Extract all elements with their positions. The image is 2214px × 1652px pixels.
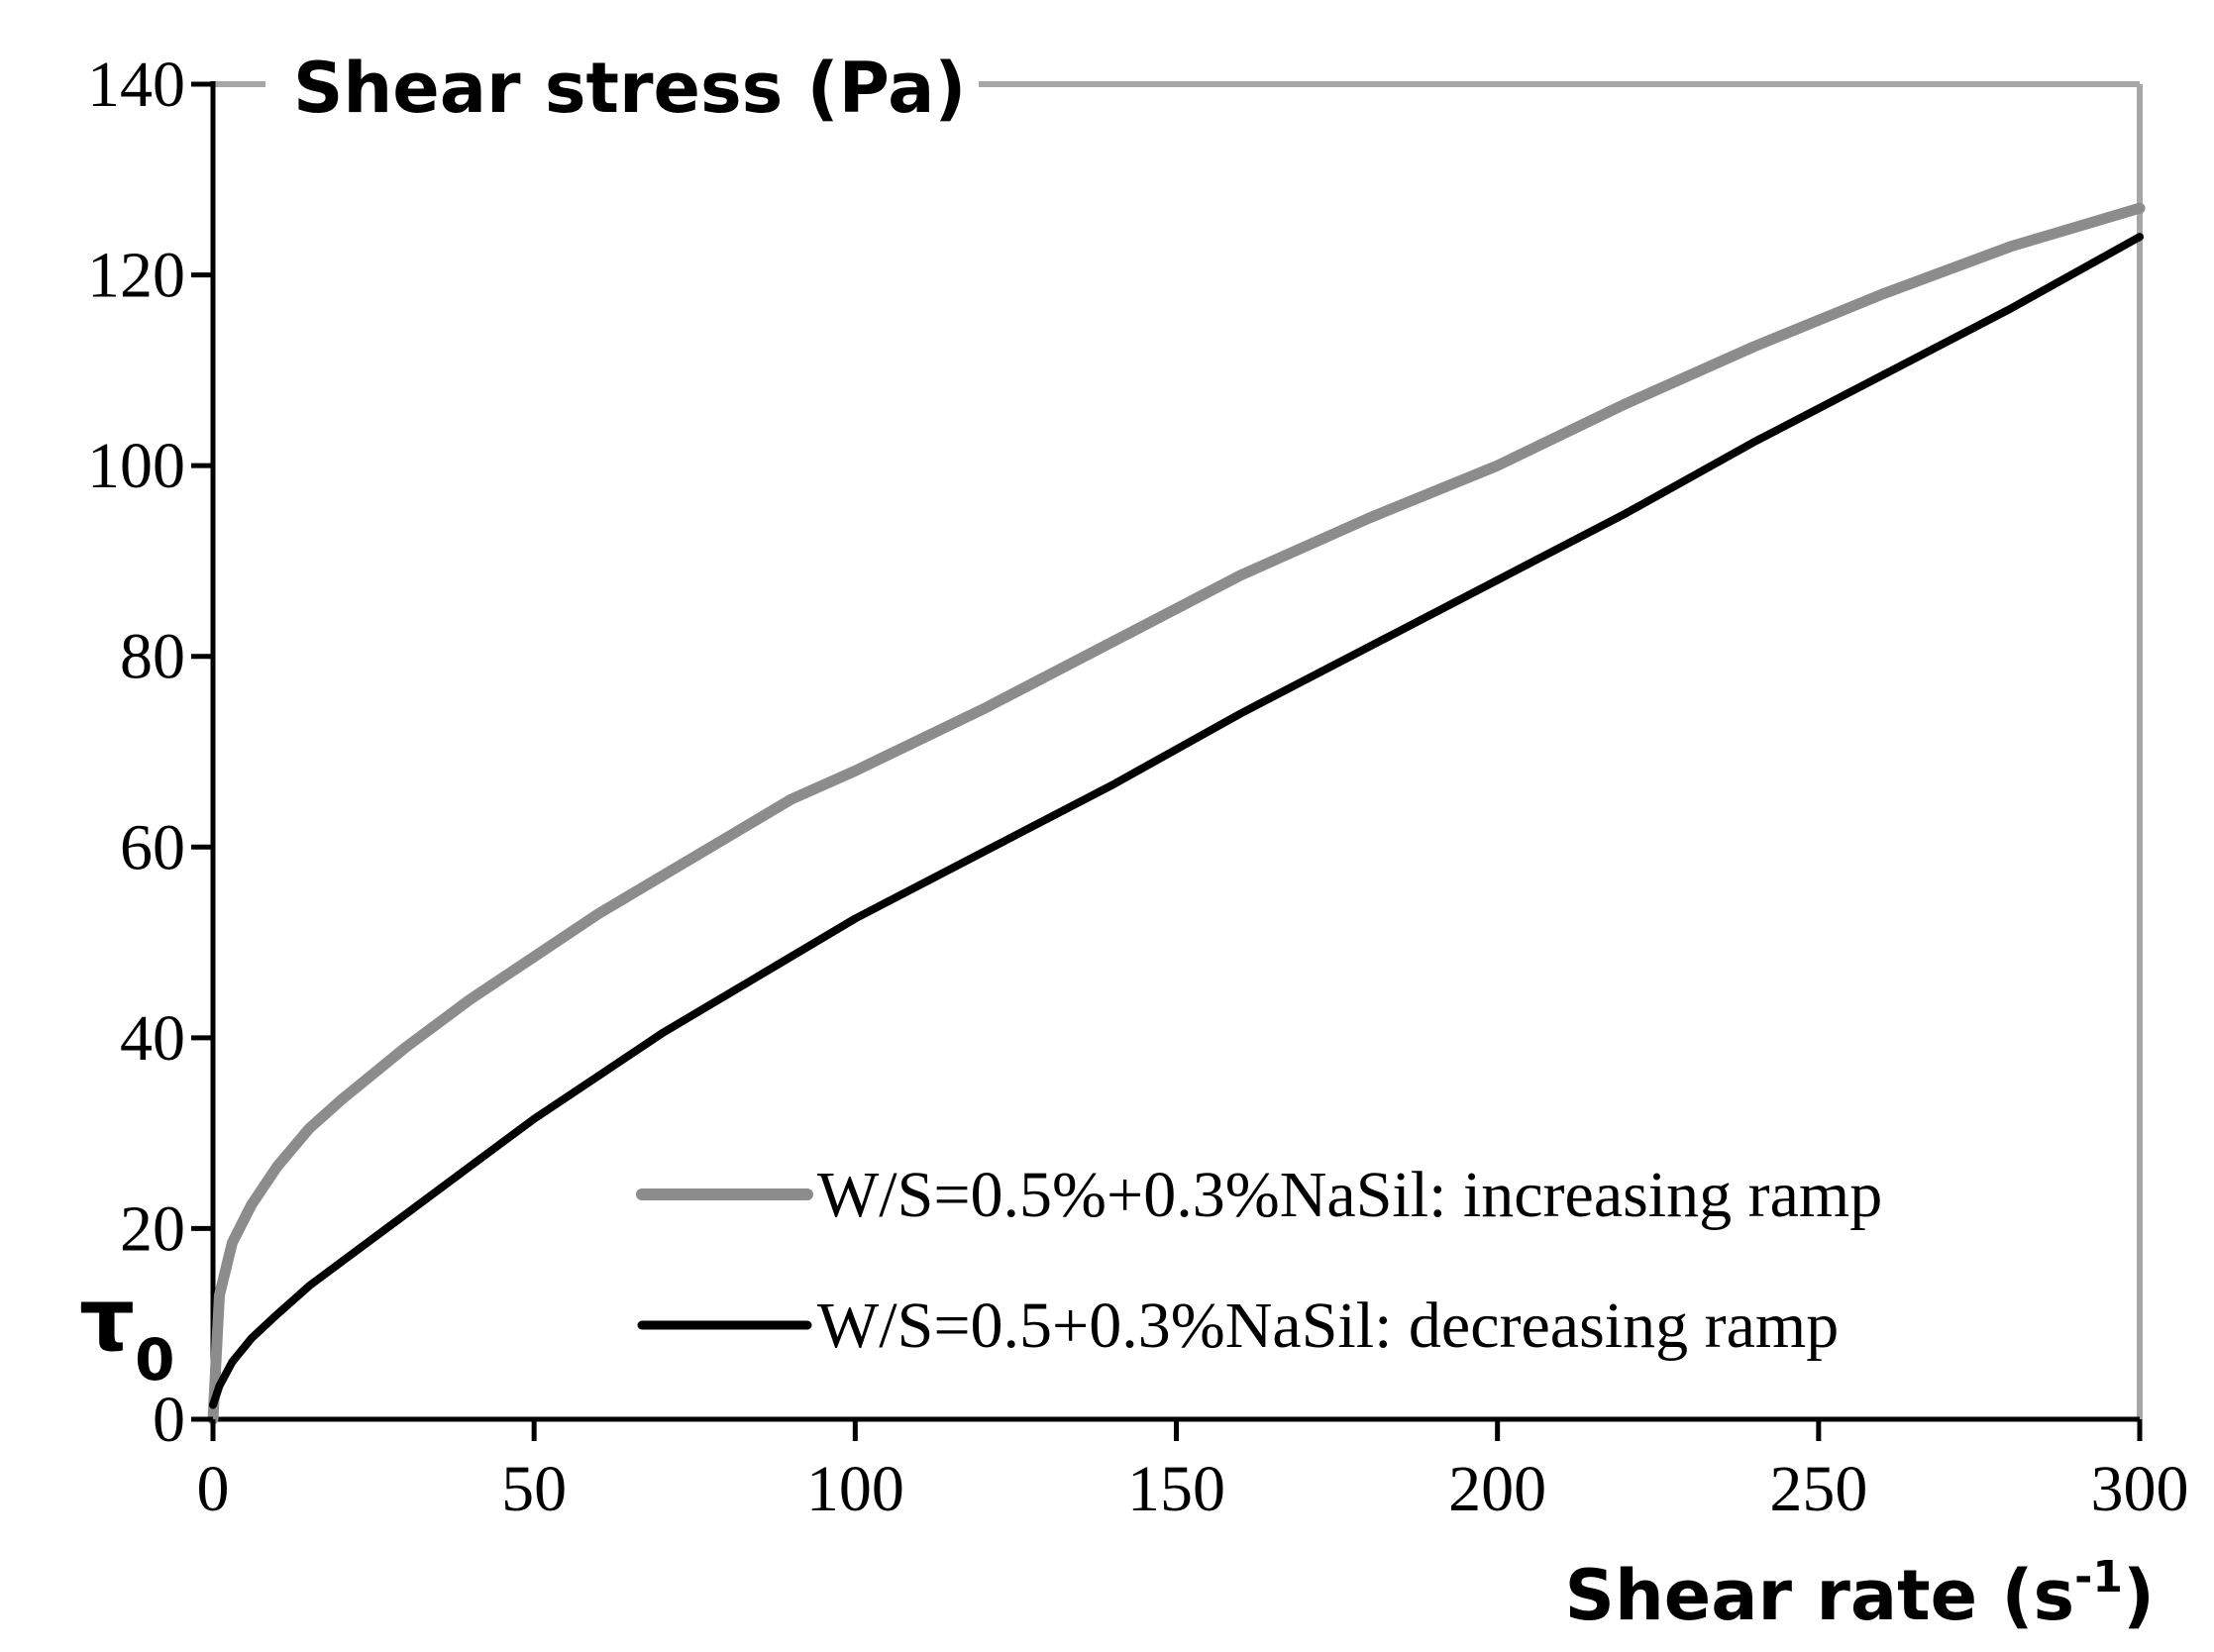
x-axis-title-main: Shear rate (s bbox=[1565, 1555, 2075, 1636]
y-tick-label: 60 bbox=[120, 811, 185, 883]
x-axis-title-sup: -1 bbox=[2074, 1552, 2123, 1602]
y-tick-label: 140 bbox=[87, 49, 185, 121]
x-tick-label: 0 bbox=[197, 1453, 230, 1525]
tau-symbol: τ bbox=[79, 1269, 135, 1371]
legend-label: W/S=0.5%+0.3%NaSil: increasing ramp bbox=[817, 1159, 1882, 1231]
y-tick-label: 20 bbox=[120, 1192, 185, 1265]
y-tick-label: 0 bbox=[153, 1384, 185, 1456]
y-tick-label: 80 bbox=[120, 621, 185, 693]
x-tick-label: 150 bbox=[1127, 1453, 1225, 1525]
series-line-decreasing-ramp bbox=[209, 233, 2144, 1409]
tau-zero-label: τ0 bbox=[79, 1269, 175, 1394]
x-tick-label: 300 bbox=[2091, 1453, 2189, 1525]
x-tick-label: 250 bbox=[1769, 1453, 1867, 1525]
x-axis-title: Shear rate (s-1) bbox=[1565, 1552, 2155, 1636]
x-tick-label: 50 bbox=[501, 1453, 567, 1525]
y-tick-label: 100 bbox=[87, 430, 185, 502]
tau-subscript: 0 bbox=[135, 1326, 174, 1394]
legend-label: W/S=0.5+0.3%NaSil: decreasing ramp bbox=[817, 1290, 1839, 1362]
x-tick-label: 200 bbox=[1448, 1453, 1546, 1525]
y-tick-label: 120 bbox=[87, 240, 185, 312]
x-axis-title-close: ) bbox=[2123, 1555, 2155, 1636]
x-tick-label: 100 bbox=[806, 1453, 904, 1525]
y-axis-title: Shear stress (Pa) bbox=[293, 48, 966, 129]
series-line-increasing-ramp bbox=[207, 202, 2146, 1425]
y-tick-label: 40 bbox=[120, 1002, 185, 1075]
y-title-background bbox=[265, 30, 979, 139]
